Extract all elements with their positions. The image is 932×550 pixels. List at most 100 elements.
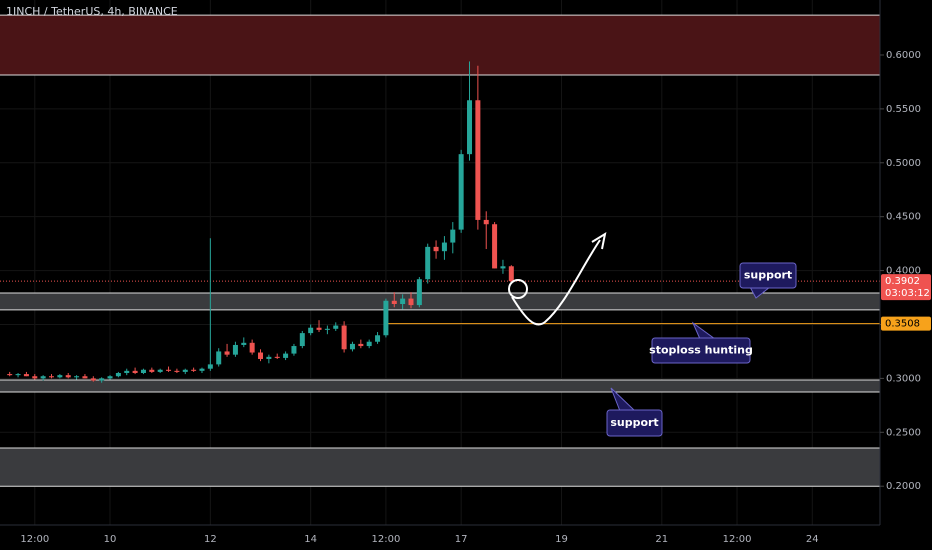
x-tick-label: 12:00 <box>371 534 400 545</box>
candle-body <box>324 328 330 330</box>
candle-body <box>467 100 473 155</box>
last-price-badge <box>881 274 931 301</box>
candle-body <box>283 353 289 358</box>
arrow-head <box>591 231 607 250</box>
candle-body <box>124 370 130 373</box>
candle-body <box>207 364 213 369</box>
x-tick-label: 14 <box>304 534 317 545</box>
x-tick-label: 10 <box>104 534 117 545</box>
candle-body <box>216 351 222 365</box>
candle-body <box>232 344 238 355</box>
candles <box>7 61 514 383</box>
candle-body <box>65 375 71 378</box>
candle-body <box>508 266 514 282</box>
candle-body <box>7 374 13 376</box>
x-tick-label: 17 <box>455 534 468 545</box>
candle-body <box>132 370 138 373</box>
candle-body <box>115 372 121 377</box>
highlight-circle <box>508 279 528 299</box>
candle-body <box>483 219 489 225</box>
level-badge <box>881 316 931 331</box>
callout-text: support <box>744 269 792 282</box>
candle-body <box>48 376 54 378</box>
callout: support <box>739 262 797 299</box>
x-tick-label: 19 <box>555 534 568 545</box>
zones <box>0 14 880 487</box>
candle-body <box>358 343 364 347</box>
zone <box>0 293 880 310</box>
zone <box>0 380 880 392</box>
callout-box <box>651 337 751 364</box>
candle-body <box>299 333 305 347</box>
candle-body <box>241 342 247 345</box>
candle-body <box>90 378 96 381</box>
candle-body <box>400 298 406 305</box>
y-tick-label: 0.3000 <box>886 373 921 384</box>
candle-body <box>15 374 21 376</box>
y-tick-label: 0.4500 <box>886 212 921 223</box>
level-label: 0.3508 <box>885 319 920 330</box>
candle-body <box>383 300 389 336</box>
candle-body <box>291 346 297 354</box>
y-tick-label: 0.2000 <box>886 481 921 492</box>
candle-body <box>107 376 113 379</box>
candle-body <box>425 246 431 280</box>
candle-body <box>40 376 46 379</box>
candle-body <box>433 246 439 252</box>
x-tick-label: 12 <box>204 534 217 545</box>
candle-body <box>191 369 197 371</box>
callout: support <box>606 387 663 437</box>
zone <box>0 15 880 76</box>
candle-body <box>366 341 372 347</box>
y-tick-label: 0.4000 <box>886 266 921 277</box>
candle-body <box>349 343 355 350</box>
y-tick-label: 0.6000 <box>886 50 921 61</box>
x-tick-label: 12:00 <box>723 534 752 545</box>
callout-text: stoploss hunting <box>649 344 753 357</box>
candle-body <box>266 356 272 359</box>
candle-body <box>450 229 456 243</box>
candle-body <box>441 242 447 252</box>
callout-text: support <box>610 416 658 429</box>
candle-body <box>74 376 80 378</box>
candle-body <box>23 374 29 377</box>
candle-body <box>475 100 481 220</box>
chart-title: 1INCH / TetherUS, 4h, BINANCE <box>6 5 178 18</box>
candle-body <box>166 369 172 371</box>
candle-body <box>333 325 339 329</box>
candle-body <box>500 266 506 269</box>
candle-body <box>341 325 347 350</box>
candle-body <box>458 154 464 230</box>
candle-body <box>82 376 88 379</box>
x-tick-label: 24 <box>806 534 819 545</box>
callout-box <box>739 262 797 289</box>
y-tick-label: 0.5500 <box>886 104 921 115</box>
zone <box>0 448 880 487</box>
candle-body <box>99 378 105 381</box>
last-price-label: 0.3902 <box>885 276 920 287</box>
candle-body <box>182 369 188 372</box>
candle-body <box>274 356 280 358</box>
projection-arrow <box>511 239 601 326</box>
callout-box <box>606 409 663 437</box>
candle-body <box>316 327 322 330</box>
candle-body <box>416 279 422 306</box>
candle-body <box>375 335 381 342</box>
candle-body <box>199 368 205 371</box>
candle-body <box>32 376 38 379</box>
candle-body <box>224 351 230 355</box>
y-tick-label: 0.2500 <box>886 427 921 438</box>
candle-body <box>57 375 63 378</box>
candle-body <box>249 342 255 353</box>
candle-body <box>391 300 397 305</box>
candle-body <box>149 369 155 372</box>
candle-body <box>408 298 414 306</box>
candle-body <box>258 352 264 359</box>
candle-body <box>174 370 180 372</box>
candle-body <box>157 369 163 372</box>
x-tick-label: 21 <box>655 534 668 545</box>
y-tick-label: 0.5000 <box>886 158 921 169</box>
callout: stoploss hunting <box>649 321 753 364</box>
